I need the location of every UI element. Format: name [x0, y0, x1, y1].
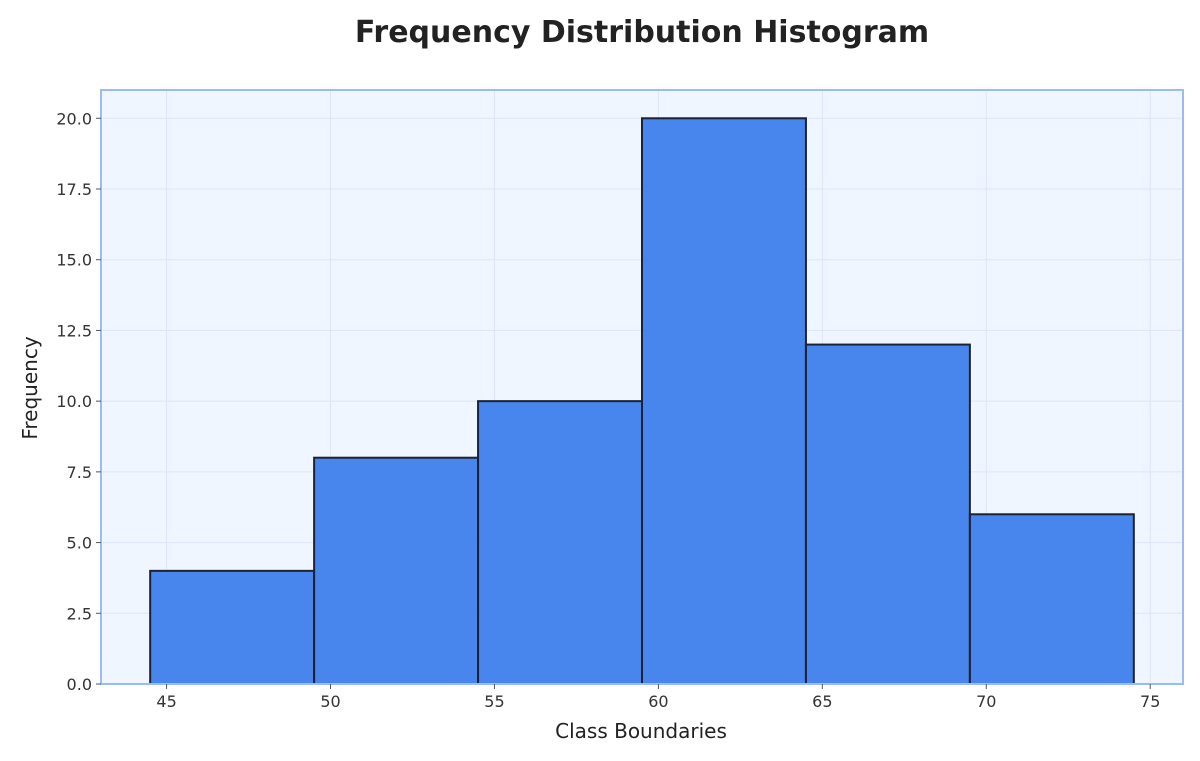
y-tick-label: 5.0 — [67, 534, 92, 553]
histogram-bar — [477, 400, 643, 685]
histogram-bars — [149, 117, 1135, 686]
y-tick-label: 2.5 — [67, 604, 92, 623]
x-tick-label: 70 — [976, 692, 996, 711]
y-tick-label: 7.5 — [67, 463, 92, 482]
x-tick-label: 45 — [156, 692, 176, 711]
y-tick-label: 0.0 — [67, 675, 92, 694]
y-tick-label: 10.0 — [56, 392, 92, 411]
histogram-bar — [804, 343, 971, 685]
x-axis-label: Class Boundaries — [555, 719, 727, 743]
histogram-bar — [149, 569, 316, 685]
y-axis-ticks: 0.0 2.5 5.0 7.5 10.0 12.5 15.0 17.5 20.0 — [56, 109, 101, 694]
y-tick-label: 15.0 — [56, 251, 92, 270]
y-tick-label: 17.5 — [56, 180, 92, 199]
plot-frame — [100, 89, 1184, 685]
chart-title: Frequency Distribution Histogram — [355, 15, 929, 50]
y-axis-label: Frequency — [18, 336, 42, 439]
x-axis-ticks: 45 50 55 60 65 70 75 — [156, 684, 1160, 711]
y-tick-label: 12.5 — [56, 321, 92, 340]
x-tick-label: 60 — [648, 692, 668, 711]
histogram-bar — [313, 456, 480, 686]
x-tick-label: 75 — [1140, 692, 1160, 711]
x-tick-label: 50 — [320, 692, 340, 711]
histogram-bar — [641, 117, 807, 686]
x-tick-label: 65 — [812, 692, 832, 711]
x-tick-label: 55 — [484, 692, 504, 711]
y-tick-label: 20.0 — [56, 109, 92, 128]
histogram-bar — [968, 513, 1135, 685]
